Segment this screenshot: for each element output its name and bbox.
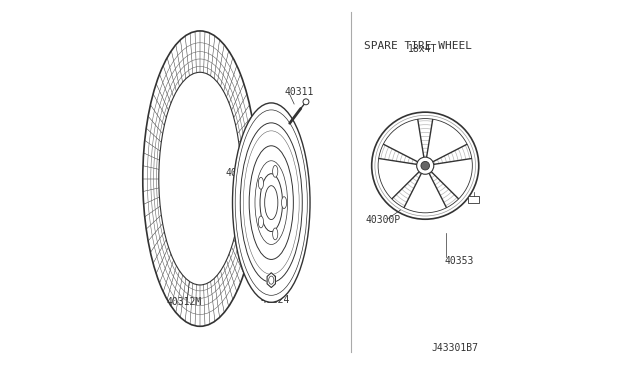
Text: 40312M: 40312M: [167, 297, 202, 307]
Ellipse shape: [259, 177, 264, 189]
Ellipse shape: [273, 228, 278, 240]
Circle shape: [303, 99, 309, 105]
Ellipse shape: [240, 123, 302, 282]
Text: 40311: 40311: [285, 87, 314, 97]
Text: 40300P: 40300P: [226, 168, 261, 178]
Ellipse shape: [273, 166, 278, 177]
Text: SPARE TIRE WHEEL: SPARE TIRE WHEEL: [364, 41, 472, 51]
Text: 40300P: 40300P: [365, 215, 400, 225]
Ellipse shape: [143, 31, 257, 326]
Ellipse shape: [232, 103, 310, 302]
Ellipse shape: [282, 197, 287, 209]
Text: 40224: 40224: [261, 295, 291, 305]
FancyBboxPatch shape: [468, 196, 479, 203]
Ellipse shape: [159, 72, 241, 285]
Ellipse shape: [259, 216, 264, 228]
Ellipse shape: [260, 174, 282, 231]
Ellipse shape: [265, 186, 278, 219]
Text: 18x4T: 18x4T: [408, 44, 437, 54]
Text: J43301B7: J43301B7: [432, 343, 479, 353]
Text: 40353: 40353: [445, 256, 474, 266]
Circle shape: [421, 161, 429, 170]
Polygon shape: [267, 273, 275, 288]
Circle shape: [372, 112, 479, 219]
Circle shape: [417, 157, 434, 174]
Ellipse shape: [249, 146, 293, 259]
